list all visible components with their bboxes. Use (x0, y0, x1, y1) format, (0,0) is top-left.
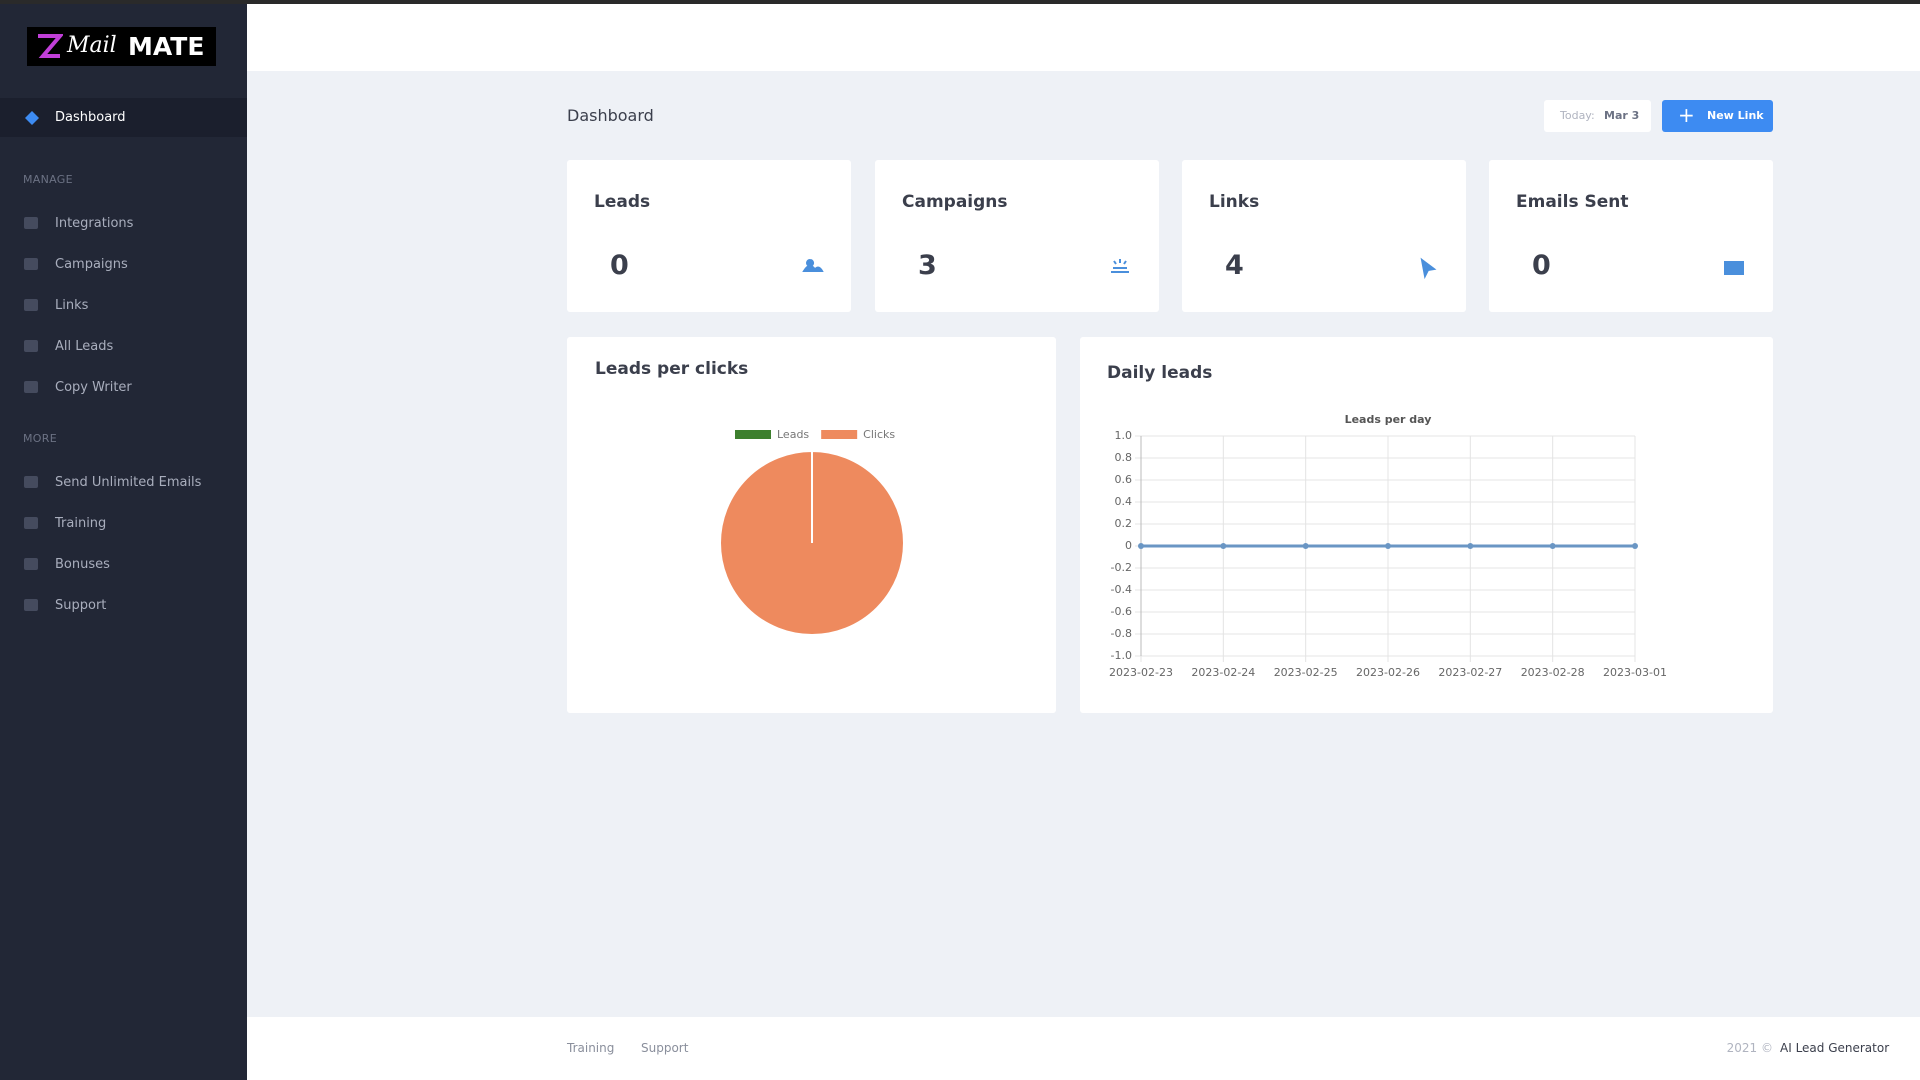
plus-icon: + (1678, 103, 1695, 127)
nav-label: Campaigns (55, 257, 128, 272)
icon-shape (1724, 261, 1744, 275)
nav-icon (24, 558, 38, 570)
icon-shape (802, 259, 824, 272)
nav-item[interactable]: Training (0, 507, 247, 541)
footer-link[interactable]: Support (641, 1041, 689, 1055)
logo-text: MATE (128, 32, 205, 61)
date-value: Mar 3 (1604, 109, 1640, 122)
panel-title-text: Leads per clicks (595, 359, 749, 379)
panel-title: Daily leads (1107, 363, 1212, 383)
nav-label: Support (55, 598, 107, 613)
nav-item[interactable]: Bonuses (0, 548, 247, 582)
stat-card: Campaigns 3 (875, 160, 1159, 312)
stat-label: Leads (594, 192, 651, 212)
stat-card: Leads 0 (567, 160, 851, 312)
section-label: MANAGE (23, 173, 73, 186)
stat-label: Emails Sent (1516, 192, 1629, 212)
nav-icon (24, 258, 38, 270)
top-bar (0, 0, 1920, 4)
logo-text: Mail (67, 33, 117, 58)
footer: Training Support 2021 © AI Lead Generato… (247, 1017, 1920, 1080)
stat-card: Links 4 (1182, 160, 1466, 312)
page-title: Dashboard (567, 106, 654, 125)
nav-item[interactable]: Copy Writer (0, 371, 247, 405)
nav-label: All Leads (55, 339, 114, 354)
copyright: 2021 © (1726, 1041, 1773, 1055)
nav-item[interactable]: Send Unlimited Emails (0, 466, 247, 500)
button-label: New Link (1707, 109, 1764, 122)
panel: Daily leads (1080, 337, 1773, 713)
logo[interactable]: Mail MATE (27, 27, 216, 66)
stat-label: Links (1209, 192, 1260, 212)
nav-label: Dashboard (55, 110, 126, 125)
date-box: Today: Mar 3 (1544, 100, 1651, 132)
nav-label: Bonuses (55, 557, 110, 572)
nav-icon (24, 599, 38, 611)
stat-value: 0 (610, 250, 629, 281)
stat-card: Emails Sent 0 (1489, 160, 1773, 312)
nav-label: Links (55, 298, 89, 313)
panel: Leads per clicks (567, 337, 1056, 713)
stat-icon (1420, 257, 1437, 279)
nav-label: Send Unlimited Emails (55, 475, 202, 490)
nav-item[interactable]: Links (0, 289, 247, 323)
nav-icon (24, 381, 38, 393)
nav-label: Integrations (55, 216, 134, 231)
header (247, 4, 1920, 71)
footer-link[interactable]: Training (567, 1041, 615, 1055)
nav-icon (24, 517, 38, 529)
nav-item-active[interactable]: Dashboard (0, 98, 247, 137)
stat-value: 4 (1225, 250, 1244, 281)
nav-item[interactable]: All Leads (0, 330, 247, 364)
nav-icon (24, 217, 38, 229)
nav-icon (24, 476, 38, 488)
logo-icon (38, 34, 63, 58)
nav-item[interactable]: Campaigns (0, 248, 247, 282)
stat-icon (1724, 261, 1744, 275)
stat-icon (802, 259, 824, 272)
date-label: Today: (1560, 109, 1595, 122)
nav-label: Training (55, 516, 107, 531)
new-link-button[interactable]: + New Link (1662, 100, 1773, 132)
stat-label: Campaigns (902, 192, 1008, 212)
nav-label: Copy Writer (55, 380, 132, 395)
section-label: MORE (23, 432, 57, 445)
stat-icon (1111, 259, 1129, 273)
nav-item[interactable]: Support (0, 589, 247, 623)
brand: AI Lead Generator (1780, 1041, 1890, 1055)
stat-value: 0 (1532, 250, 1551, 281)
stat-value: 3 (918, 250, 937, 281)
icon-shape (1420, 257, 1437, 279)
nav-icon (24, 340, 38, 352)
panel-title-text: Daily leads (1107, 363, 1213, 383)
nav-icon (24, 299, 38, 311)
sidebar: Mail MATE Dashboard MANAGE Integrations Ca… (0, 4, 247, 1080)
icon-shape (1111, 259, 1129, 273)
nav-item[interactable]: Integrations (0, 207, 247, 241)
panel-title: Leads per clicks (595, 359, 748, 379)
nav-icon (25, 111, 39, 125)
